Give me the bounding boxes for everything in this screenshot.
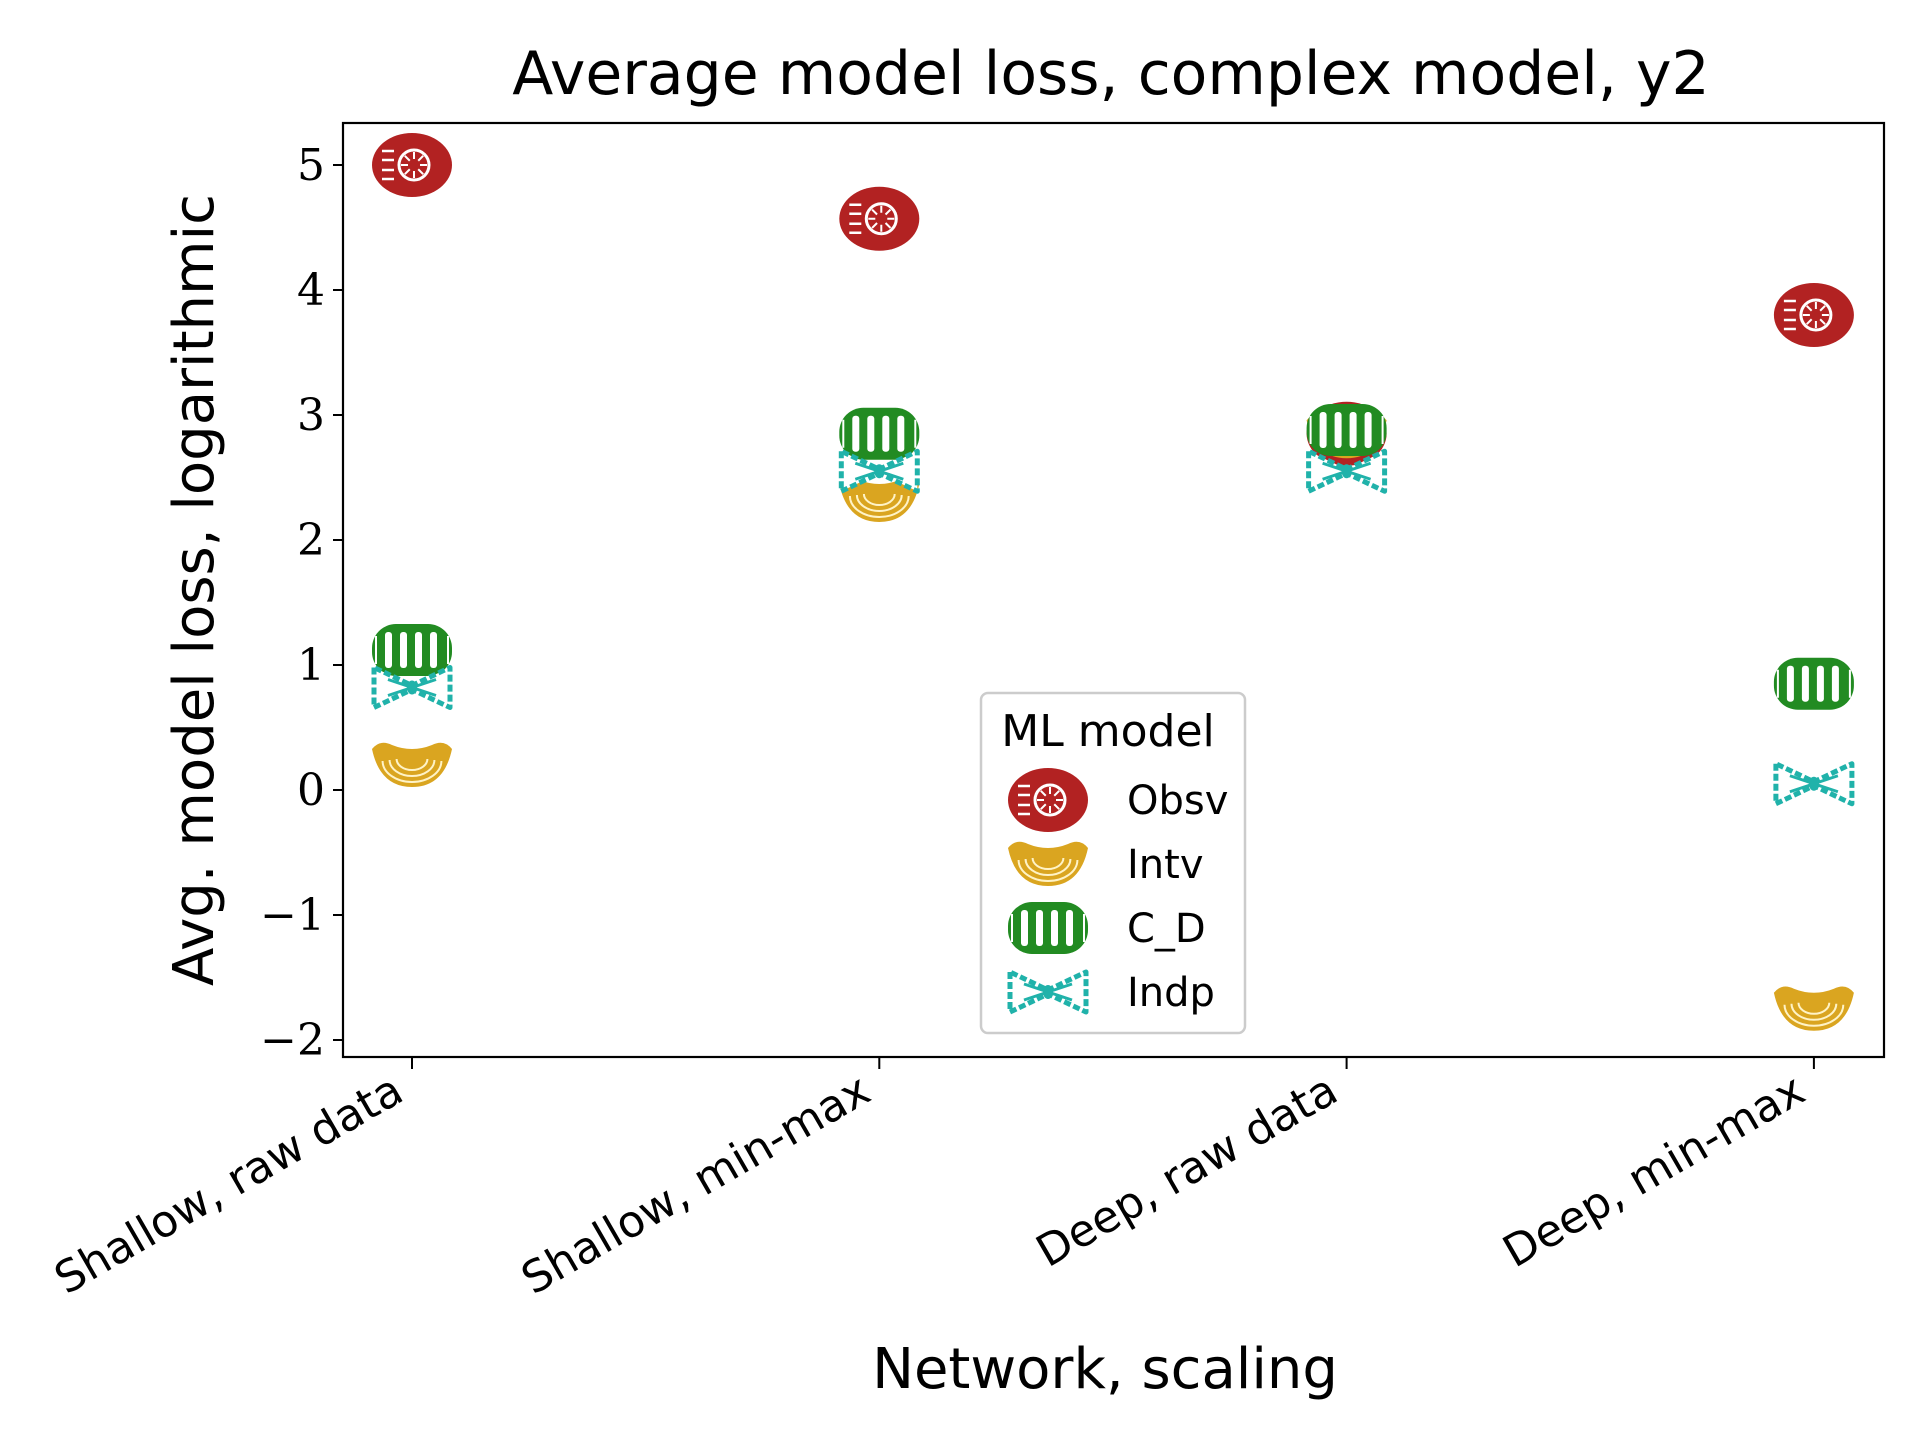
macaroni-pasta-icon: [1008, 841, 1088, 886]
marker-obsv: [839, 186, 920, 251]
marker-intv: [839, 477, 920, 522]
y-axis: −2 −1 0 1 2 3 4 5: [260, 140, 343, 1066]
marker-c-d: [839, 407, 920, 460]
y-tick-label: 4: [297, 265, 325, 316]
y-tick-label: 5: [297, 140, 325, 191]
marker-intv: [372, 742, 452, 787]
y-tick-label: 2: [297, 515, 325, 566]
legend-label: Intv: [1127, 842, 1204, 888]
y-tick-label: 3: [297, 390, 325, 441]
plot-area-frame: [341, 121, 1886, 1059]
marker-indp: [1306, 448, 1388, 494]
x-tick-label: Deep, min-max: [1495, 1064, 1814, 1277]
y-tick-label: −2: [260, 1015, 325, 1066]
marker-c-d: [372, 624, 452, 676]
farfalle-pasta-icon: [1007, 969, 1089, 1015]
marker-indp: [1773, 761, 1855, 807]
data-markers: [371, 133, 1855, 1031]
y-axis-label: Avg. model loss, logarithmic: [162, 194, 227, 986]
x-axis: Shallow, raw data Shallow, min-max Deep, r…: [46, 1057, 1815, 1305]
legend-title: ML model: [1001, 706, 1214, 757]
x-axis-label: Network, scaling: [872, 1337, 1338, 1402]
y-tick-label: −1: [260, 890, 325, 941]
marker-obsv: [372, 133, 452, 197]
marker-indp: [838, 448, 920, 494]
marker-c-d: [1773, 657, 1854, 710]
radiatori-pasta-icon: [1008, 902, 1088, 954]
x-tick-label: Shallow, raw data: [46, 1064, 411, 1304]
marker-c-d: [1306, 404, 1387, 456]
legend-label: C_D: [1127, 906, 1206, 952]
marker-obsv: [1773, 283, 1854, 347]
marker-indp: [371, 665, 453, 710]
legend-label: Indp: [1127, 970, 1215, 1016]
marker-intv: [1773, 986, 1854, 1031]
rotelle-pasta-icon: [1008, 768, 1088, 832]
x-tick-label: Shallow, min-max: [513, 1064, 879, 1305]
legend-label: Obsv: [1127, 778, 1228, 824]
y-tick-label: 0: [297, 765, 325, 816]
chart-title: Average model loss, complex model, y2: [512, 39, 1709, 109]
y-tick-label: 1: [297, 640, 325, 691]
x-tick-label: Deep, raw data: [1028, 1064, 1346, 1277]
legend: ML model Obsv Intv C_D Indp: [979, 691, 1247, 1035]
